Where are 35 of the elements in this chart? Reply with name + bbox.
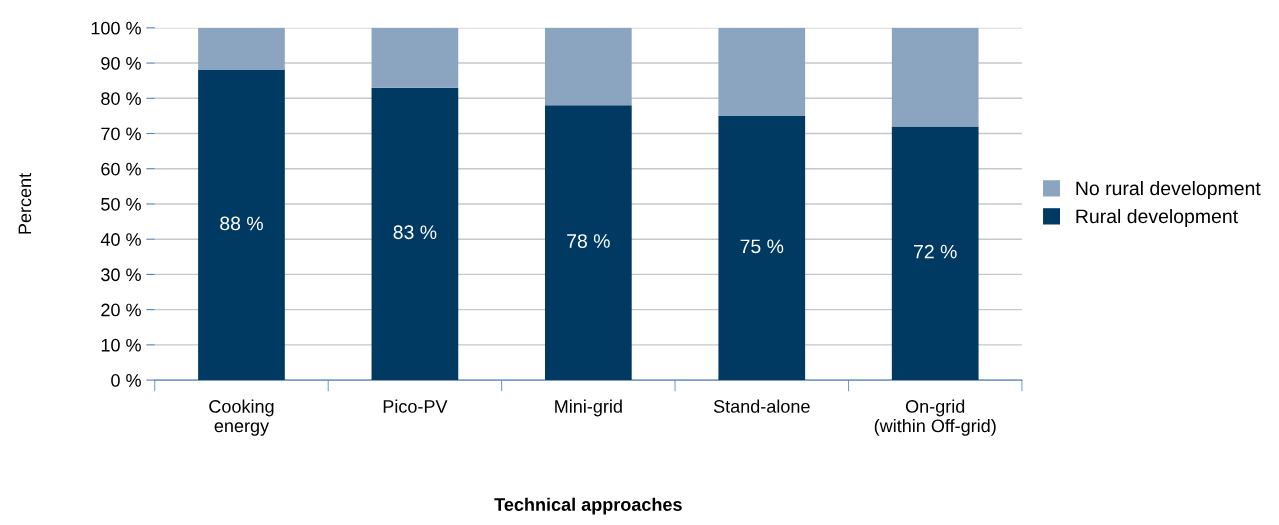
x-tick-label: Cooking energy (209, 399, 274, 436)
x-tick-label: Mini-grid (555, 399, 622, 417)
y-tick-label: 80 % (101, 92, 141, 105)
bar (544, 27, 632, 106)
y-tick-label: 90 % (101, 56, 141, 70)
data-label: 72 % (914, 244, 957, 259)
y-tick-label: 20 % (101, 303, 141, 317)
bar (718, 27, 806, 116)
y-tick-label: 40 % (100, 233, 141, 246)
bar (544, 105, 632, 381)
bar (891, 27, 979, 127)
legend-label: Rural development (1076, 208, 1238, 228)
y-tick-label: 60 % (101, 162, 141, 176)
bar (718, 115, 806, 381)
bar (198, 27, 285, 71)
y-tick-label: 100 % (91, 21, 141, 35)
x-axis-title: Technical approaches (494, 497, 682, 515)
data-label: 75 % (740, 239, 784, 254)
data-label: 83 % (393, 225, 437, 240)
y-tick-label: 50 % (101, 197, 141, 211)
data-label: 88 % (220, 216, 263, 231)
x-tick-label: On-grid (within Off-grid) (874, 399, 996, 436)
y-tick-label: 10 % (101, 338, 141, 352)
data-label: 78 % (567, 234, 610, 248)
bar (198, 70, 285, 381)
bar (891, 126, 979, 381)
y-axis-title: Percent (18, 172, 32, 234)
bar (371, 27, 459, 88)
x-tick-label: Pico-PV (383, 399, 448, 413)
y-tick-label: 70 % (101, 127, 141, 141)
bar (371, 87, 459, 381)
y-tick-label: 30 % (101, 268, 141, 282)
legend-label: No rural development (1076, 180, 1261, 200)
y-tick-label: 0 % (111, 374, 141, 387)
x-tick-label: Stand-alone (713, 399, 810, 413)
